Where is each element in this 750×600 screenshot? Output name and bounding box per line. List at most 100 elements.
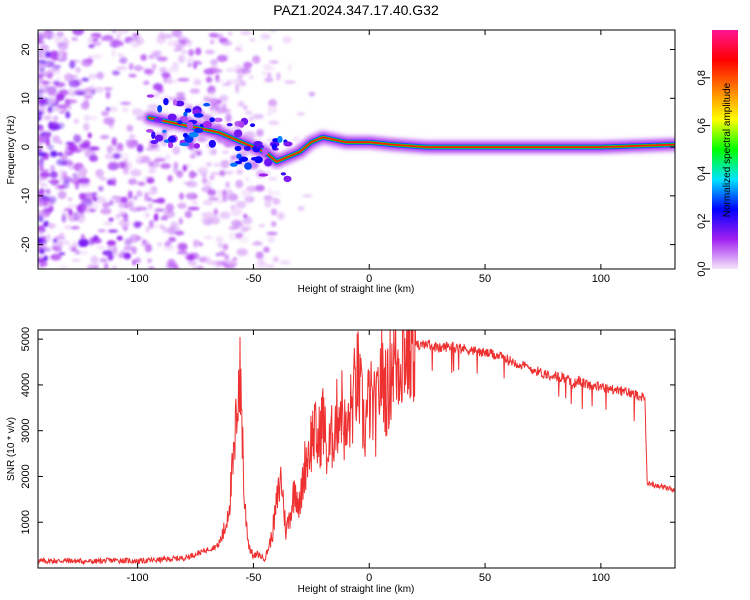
spectrogram-noise-blob [123, 158, 128, 165]
spectrogram-noise-blob [137, 181, 146, 186]
spectrogram-noise-blob [239, 67, 252, 75]
spectrogram-ridge-blob [203, 102, 211, 107]
spectrogram-noise-blob [106, 178, 114, 186]
spectrogram-ridge-blob [157, 105, 163, 113]
spectrogram-noise-blob [87, 132, 92, 139]
spectrogram-noise-blob [78, 250, 89, 255]
spectrogram-noise-blob [231, 219, 242, 227]
spectrogram-noise-blob [69, 60, 76, 69]
spectrogram-noise-blob [163, 245, 176, 252]
spectrogram-noise-blob [136, 143, 144, 153]
snr-frame [37, 329, 676, 569]
spectrogram-ridge-blob [167, 135, 177, 143]
spectrogram-noise-blob [128, 73, 137, 78]
spectrogram-frame [37, 29, 676, 270]
spectrogram-noise-blob [240, 188, 252, 198]
spectrogram-noise-blob [64, 73, 74, 82]
spectrogram-ytick-label: 0 [20, 144, 32, 150]
spectrogram-noise-blob [156, 35, 167, 45]
spectrogram-ridge-blob [167, 141, 174, 149]
spectrogram-noise-blob [173, 161, 179, 170]
spectrogram-noise-blob [89, 237, 95, 246]
spectrogram-noise-blob [177, 77, 190, 82]
spectrogram-noise-blob [60, 103, 72, 111]
spectrogram-noise-blob [89, 116, 98, 121]
spectrogram-noise-blob [40, 176, 48, 181]
spectrogram-noise-blob [115, 65, 128, 71]
spectrogram-noise-blob [267, 105, 278, 114]
spectrogram-noise-blob [44, 51, 51, 58]
spectrogram-noise-blob [258, 223, 266, 228]
spectrogram-noise-blob [237, 100, 245, 107]
spectrogram-noise-blob [102, 250, 114, 256]
spectrogram-noise-blob [78, 192, 86, 201]
spectrogram-noise-blob [215, 236, 224, 244]
spectrogram-ridge-blob [154, 134, 164, 142]
spectrogram-noise-blob [103, 87, 113, 91]
spectrogram-noise-blob [146, 177, 155, 184]
spectrogram-noise-blob [59, 174, 68, 182]
spectrogram-noise-blob [233, 63, 243, 73]
spectrogram-noise-blob [129, 40, 136, 47]
spectrogram-noise-blob [50, 179, 60, 186]
spectrogram-noise-blob [268, 120, 280, 126]
spectrogram-noise-blob [215, 266, 221, 269]
spectrogram-noise-blob [39, 188, 44, 194]
spectrogram-noise-blob [161, 71, 171, 78]
spectrogram-noise-blob [122, 107, 129, 113]
spectrogram-noise-blob [172, 145, 181, 155]
snr-ytick-label: 3000 [20, 418, 32, 442]
spectrogram-noise-blob [126, 140, 136, 149]
spectrogram-ridge-blob [177, 120, 183, 125]
spectrogram-noise-blob [147, 104, 160, 111]
spectrogram-noise-blob [296, 111, 306, 116]
spectrogram-noise-blob [38, 39, 44, 44]
spectrogram-noise-blob [216, 189, 222, 198]
spectrogram-noise-blob [151, 223, 159, 230]
spectrogram-noise-blob [96, 71, 105, 80]
spectrogram-noise-blob [103, 262, 109, 269]
spectrogram-noise-blob [216, 106, 224, 115]
spectrogram-noise-blob [171, 30, 183, 38]
spectrogram-noise-blob [205, 76, 213, 83]
spectrogram-noise-blob [150, 160, 160, 168]
spectrogram-noise-blob [98, 185, 104, 192]
spectrogram-noise-blob [157, 86, 164, 94]
spectrogram-noise-blob [185, 163, 191, 169]
spectrogram-noise-blob [205, 49, 215, 55]
spectrogram-noise-blob [102, 34, 114, 41]
snr-x-label: Height of straight line (km) [298, 584, 415, 595]
spectrogram-noise-blob [211, 68, 223, 74]
spectrogram-noise-blob [238, 235, 249, 244]
spectrogram-noise-blob [52, 80, 60, 85]
spectrogram-noise-blob [50, 253, 62, 261]
spectrogram-noise-blob [61, 213, 67, 223]
spectrogram-noise-blob [213, 79, 224, 83]
spectrogram-noise-blob [207, 197, 219, 201]
spectrogram-noise-blob [236, 248, 248, 257]
spectrogram-noise-blob [81, 77, 90, 82]
spectrogram-noise-blob [106, 254, 116, 258]
spectrogram-noise-blob [227, 259, 238, 268]
spectrogram-noise-blob [209, 39, 215, 45]
spectrogram-noise-blob [129, 234, 141, 243]
spectrogram-noise-blob [72, 30, 84, 36]
spectrogram-noise-blob [127, 190, 133, 200]
spectrogram-noise-blob [270, 208, 278, 216]
spectrogram-noise-blob [68, 209, 73, 216]
spectrogram-ytick-label: 10 [20, 92, 32, 104]
spectrogram-noise-blob [80, 101, 90, 110]
spectrogram-noise-blob [276, 211, 285, 221]
spectrogram-noise-blob [168, 66, 179, 73]
spectrogram-noise-blob [172, 167, 179, 174]
spectrogram-noise-blob [93, 235, 99, 242]
spectrogram-noise-blob [156, 56, 168, 62]
spectrogram-noise-blob [48, 223, 57, 229]
spectrogram-ridge-blob [179, 142, 190, 147]
snr-x-ticks: -100 -50 0 50 100 [127, 330, 610, 584]
spectrogram-noise-blob [202, 200, 214, 206]
spectrogram-noise-blob [38, 126, 44, 132]
spectrogram-noise-blob [108, 120, 114, 129]
spectrogram-noise-blob [235, 168, 244, 175]
spectrogram-noise-blob [47, 144, 54, 151]
